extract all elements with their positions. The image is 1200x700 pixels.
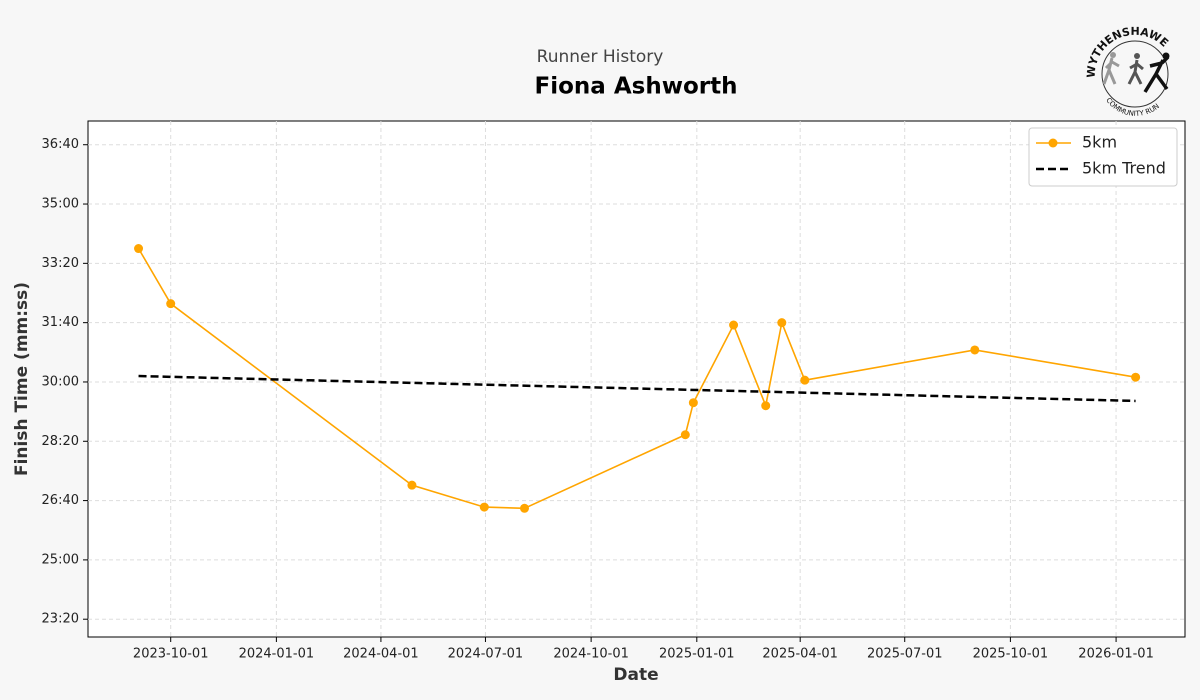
chart-title: Fiona Ashworth: [535, 74, 738, 100]
logo-ring: [1101, 40, 1169, 108]
x-tick-label: 2025-10-01: [973, 647, 1049, 662]
y-tick-label: 36:40: [42, 137, 79, 152]
legend-label: 5km Trend: [1082, 159, 1166, 178]
data-point: [479, 502, 489, 512]
x-tick-label: 2024-10-01: [553, 647, 629, 662]
y-tick-label: 33:20: [42, 256, 79, 271]
logo-runner: [1143, 55, 1170, 93]
logo-runner: [1127, 59, 1144, 85]
y-tick-label: 28:20: [42, 434, 79, 449]
y-tick-label: 23:20: [42, 612, 79, 627]
data-point: [1131, 372, 1141, 382]
logo-runner: [1102, 57, 1120, 85]
data-point: [166, 299, 176, 309]
y-tick-label: 30:00: [42, 374, 79, 389]
logo-runner: [1110, 52, 1116, 58]
x-tick-label: 2025-07-01: [867, 647, 943, 662]
series-line: [138, 374, 1136, 403]
x-tick-label: 2025-04-01: [762, 647, 838, 662]
data-point: [134, 244, 144, 254]
data-point: [688, 398, 698, 408]
x-tick-label: 2024-07-01: [448, 647, 524, 662]
x-tick-label: 2026-01-01: [1078, 647, 1154, 662]
x-tick-label: 2025-01-01: [659, 647, 735, 662]
data-point: [407, 480, 417, 490]
data-point: [800, 375, 810, 385]
y-tick-label: 26:40: [42, 493, 79, 508]
legend: 5km 5km Trend: [1028, 127, 1178, 187]
data-point: [520, 503, 530, 513]
y-axis-label: Finish Time (mm:ss): [12, 282, 32, 476]
legend-label: 5km: [1082, 133, 1117, 152]
y-tick-label: 25:00: [42, 552, 79, 567]
data-point: [680, 430, 690, 440]
data-point: [777, 318, 787, 328]
y-tick-label: 35:00: [42, 197, 79, 212]
legend-marker: [1048, 138, 1058, 148]
logo-runner: [1162, 52, 1170, 60]
data-point: [729, 320, 739, 330]
logo-runner: [1134, 53, 1140, 59]
x-tick-label: 2024-04-01: [343, 647, 419, 662]
x-tick-label: 2024-01-01: [239, 647, 315, 662]
x-axis-label: Date: [613, 665, 658, 685]
data-point: [970, 345, 980, 355]
y-tick-label: 31:40: [42, 315, 79, 330]
x-tick-label: 2023-10-01: [133, 647, 209, 662]
data-point: [761, 401, 771, 411]
chart-subtitle: Runner History: [537, 47, 664, 67]
